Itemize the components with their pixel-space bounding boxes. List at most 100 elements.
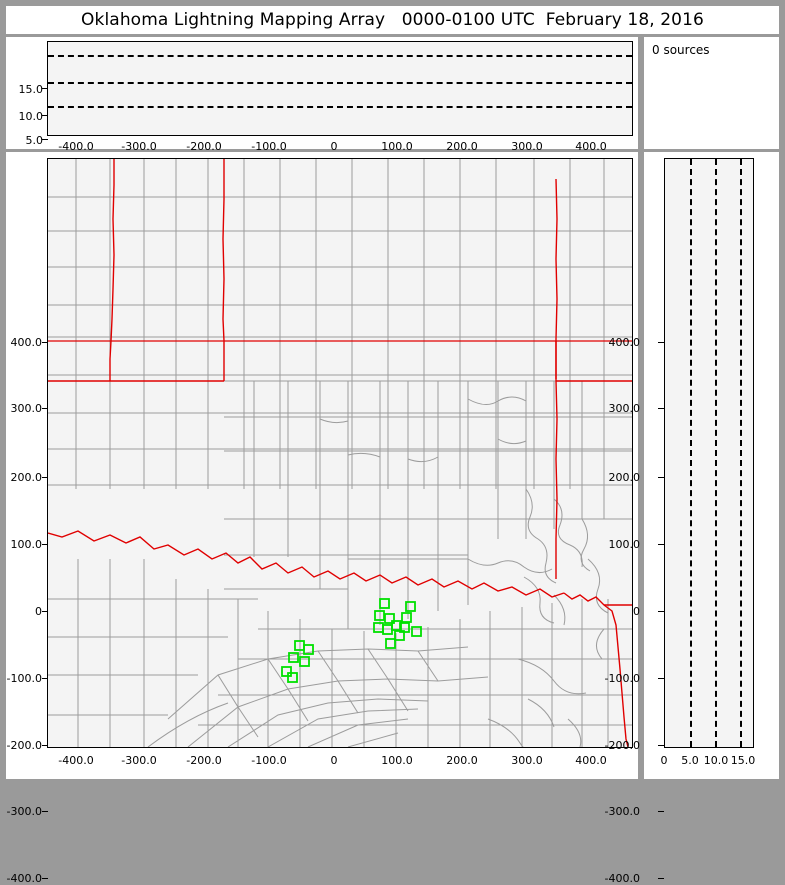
source-marker <box>401 612 412 623</box>
x-tick-top-300: 300.0 <box>511 140 543 153</box>
x-tick-top-100: 100.0 <box>381 140 413 153</box>
source-marker <box>391 620 402 631</box>
y-tickmark-east--100 <box>658 678 664 679</box>
x-tick-east-15: 15.0 <box>730 754 756 767</box>
y-tickmark-top-15 <box>42 88 48 89</box>
y-tickmark-map-300 <box>42 408 48 409</box>
y-tickmark-east--300 <box>658 811 664 812</box>
lma-viewer-window: Oklahoma Lightning Mapping Array 0000-01… <box>6 6 779 885</box>
x-tick-map-0: 0 <box>330 754 338 767</box>
east-height-panel: 400.0 300.0 200.0 100.0 0 -100.0 -200.0 … <box>605 152 779 885</box>
y-tickmark-map-200 <box>42 477 48 478</box>
y-tickmark-map-100 <box>42 544 48 545</box>
gridline-east-15 <box>740 159 743 747</box>
y-tickmark-map--200 <box>42 745 48 746</box>
y-tick-map-400: 400.0 <box>10 336 43 349</box>
y-tick-east-100: 100.0 <box>608 538 641 551</box>
source-marker <box>299 656 310 667</box>
x-tick-map--200: -200.0 <box>186 754 222 767</box>
x-tick-east-0: 0 <box>660 754 668 767</box>
source-marker <box>281 666 292 677</box>
x-tick-top-200: 200.0 <box>446 140 478 153</box>
y-tick-east--100: -100.0 <box>604 672 640 685</box>
y-tick-east-0: 0 <box>633 605 640 618</box>
x-tick-east-10: 10.0 <box>703 754 729 767</box>
x-tick-map-100: 100.0 <box>381 754 413 767</box>
source-marker <box>374 610 385 621</box>
x-tick-top--200: -200.0 <box>186 140 222 153</box>
gridline-5 <box>48 105 632 108</box>
source-marker <box>411 626 422 637</box>
y-tick-map-200: 200.0 <box>10 471 43 484</box>
source-marker <box>384 613 395 624</box>
x-tick-map-300: 300.0 <box>511 754 543 767</box>
y-tick-map-300: 300.0 <box>10 402 43 415</box>
y-tick-east-200: 200.0 <box>608 471 641 484</box>
y-tickmark-map-0 <box>42 611 48 612</box>
x-tick-map--300: -300.0 <box>121 754 157 767</box>
x-tick-top-400: 400.0 <box>575 140 607 153</box>
lightning-source-markers <box>281 598 422 683</box>
x-tick-map--100: -100.0 <box>251 754 287 767</box>
source-marker <box>379 598 390 609</box>
east-height-plot-area <box>664 158 754 748</box>
plan-view-map-panel[interactable]: 400.0 300.0 200.0 100.0 0 -100.0 -200.0 … <box>6 152 638 885</box>
map-canvas <box>48 159 632 747</box>
y-tick-map--300: -300.0 <box>6 805 42 818</box>
gridline-15 <box>48 55 632 58</box>
y-tickmark-map-400 <box>42 342 48 343</box>
y-tick-map-100: 100.0 <box>10 538 43 551</box>
y-tick-map--100: -100.0 <box>6 672 42 685</box>
time-height-plot-area <box>47 41 633 136</box>
y-tick-map-0: 0 <box>35 605 42 618</box>
y-tickmark-map--100 <box>42 678 48 679</box>
y-tick-east-300: 300.0 <box>608 402 641 415</box>
y-tick-top-5: 5.0 <box>25 134 44 147</box>
x-tick-map-400: 400.0 <box>575 754 607 767</box>
map-plot-area[interactable] <box>47 158 633 748</box>
x-tick-top--300: -300.0 <box>121 140 157 153</box>
y-tick-east-400: 400.0 <box>608 336 641 349</box>
y-tickmark-east--400 <box>658 878 664 879</box>
y-tickmark-east-0 <box>658 611 664 612</box>
source-marker <box>288 652 299 663</box>
y-tickmark-map--300 <box>42 811 48 812</box>
source-marker <box>394 630 405 641</box>
y-tickmark-top-10 <box>42 115 48 116</box>
gridline-10 <box>48 81 632 84</box>
source-count-panel: 0 sources <box>644 37 779 149</box>
y-tickmark-east-100 <box>658 544 664 545</box>
y-tickmark-east--200 <box>658 745 664 746</box>
title-bar: Oklahoma Lightning Mapping Array 0000-01… <box>6 6 779 34</box>
y-tick-map--400: -400.0 <box>6 872 42 885</box>
y-tickmark-top-5 <box>42 139 48 140</box>
page-title: Oklahoma Lightning Mapping Array 0000-01… <box>81 10 704 30</box>
x-tick-top-0: 0 <box>330 140 338 153</box>
y-tick-east--300: -300.0 <box>604 805 640 818</box>
y-tick-east--400: -400.0 <box>604 872 640 885</box>
gridline-east-10 <box>715 159 718 747</box>
x-tick-top--100: -100.0 <box>251 140 287 153</box>
x-tick-top--400: -400.0 <box>58 140 94 153</box>
y-tickmark-east-200 <box>658 477 664 478</box>
state-boundaries <box>48 159 632 747</box>
y-tickmark-east-400 <box>658 342 664 343</box>
x-tick-east-5: 5.0 <box>681 754 699 767</box>
source-marker <box>385 638 396 649</box>
y-tick-map--200: -200.0 <box>6 739 42 752</box>
y-tickmark-east-300 <box>658 408 664 409</box>
source-marker <box>287 672 298 683</box>
x-tick-map--400: -400.0 <box>58 754 94 767</box>
y-tick-east--200: -200.0 <box>604 739 640 752</box>
source-marker <box>405 601 416 612</box>
y-tick-top-10: 10.0 <box>18 110 44 123</box>
county-boundaries <box>48 159 632 747</box>
y-tickmark-map--400 <box>42 878 48 879</box>
x-tick-map-200: 200.0 <box>446 754 478 767</box>
map-background <box>48 159 632 747</box>
y-tick-top-15: 15.0 <box>18 83 44 96</box>
time-height-panel: 0 5.0 10.0 15.0 -400.0 -300.0 -200.0 -10… <box>6 37 638 175</box>
source-marker <box>303 644 314 655</box>
source-count-label: 0 sources <box>652 43 710 57</box>
gridline-east-5 <box>690 159 693 747</box>
